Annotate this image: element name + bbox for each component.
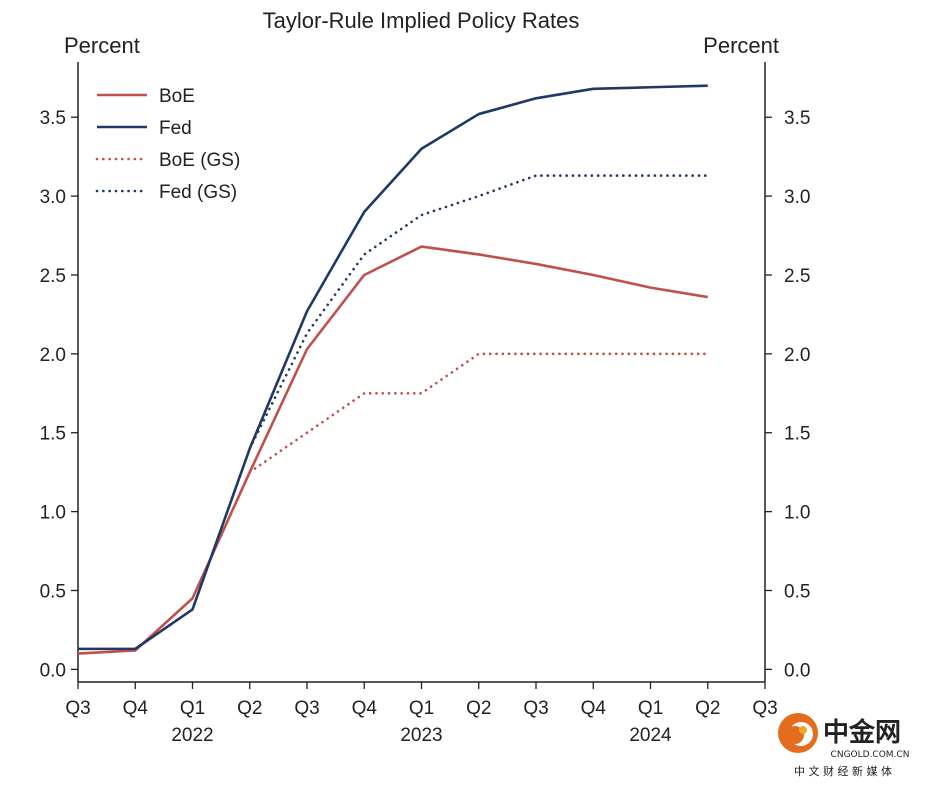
y-tick-label-left: 2.5 — [40, 266, 66, 287]
x-tick-label: Q2 — [237, 698, 262, 719]
series-line-fed-gs — [248, 174, 710, 450]
y-tick-label-right: 2.5 — [784, 266, 810, 287]
y-tick-label-right: 1.5 — [784, 424, 810, 445]
series-line-fed — [78, 84, 708, 651]
legend: BoE Fed BoE (GS) Fed (GS) — [95, 86, 240, 203]
series-lines — [77, 84, 710, 655]
y-tick-label-left: 1.0 — [40, 503, 66, 524]
y-tick-label-left: 1.5 — [40, 424, 66, 445]
legend-label: BoE — [159, 86, 195, 107]
series-line-boe-gs — [248, 352, 710, 474]
watermark-tagline: 中 文 财 经 新 媒 体 — [794, 764, 892, 778]
x-tick-label: Q1 — [180, 698, 205, 719]
x-tick-label: Q3 — [523, 698, 548, 719]
x-tick-label: Q2 — [695, 698, 720, 719]
y-tick-label-left: 0.0 — [40, 660, 66, 681]
y-tick-label-right: 3.5 — [784, 108, 810, 129]
chart-title: Taylor-Rule Implied Policy Rates — [263, 8, 580, 33]
y-tick-label-left: 3.0 — [40, 187, 66, 208]
x-year-label: 2023 — [400, 725, 442, 746]
x-tick-label: Q4 — [123, 698, 149, 719]
legend-label: BoE (GS) — [159, 150, 240, 171]
watermark-logo-icon — [778, 713, 818, 753]
watermark: 中金网 CNGOLD.COM.CN 中 文 财 经 新 媒 体 — [778, 713, 909, 778]
x-year-label: 2024 — [629, 725, 672, 746]
y-axis-label-right: Percent — [703, 33, 779, 58]
y-tick-label-left: 3.5 — [40, 108, 66, 129]
y-tick-label-right: 2.0 — [784, 345, 810, 366]
legend-label: Fed (GS) — [159, 182, 237, 203]
x-tick-label: Q1 — [638, 698, 663, 719]
x-year-label: 2022 — [171, 725, 213, 746]
series-line-boe — [77, 245, 708, 655]
x-ticks: Q3 Q4 Q1 Q2 Q3 Q4 Q1 Q2 Q3 Q4 Q1 Q2 Q3 2022 2023 2024 — [65, 682, 778, 746]
x-tick-label: Q3 — [752, 698, 777, 719]
y-axis-label-left: Percent — [64, 33, 140, 58]
y-tick-label-right: 0.5 — [784, 581, 810, 602]
y-tick-label-right: 3.0 — [784, 187, 810, 208]
y-ticks-left: 0.0 0.5 1.0 1.5 2.0 2.5 3.0 3.5 — [40, 108, 78, 681]
x-tick-label: Q2 — [466, 698, 491, 719]
legend-label: Fed — [159, 118, 192, 139]
y-tick-label-right: 1.0 — [784, 503, 810, 524]
y-ticks-right: 0.0 0.5 1.0 1.5 2.0 2.5 3.0 3.5 — [765, 108, 810, 681]
watermark-domain: CNGOLD.COM.CN — [831, 750, 910, 760]
x-tick-label: Q4 — [581, 698, 607, 719]
watermark-logo-text: 中金网 — [823, 717, 901, 748]
y-tick-label-left: 0.5 — [40, 581, 66, 602]
y-tick-label-left: 2.0 — [40, 345, 66, 366]
x-tick-label: Q1 — [409, 698, 434, 719]
x-tick-label: Q3 — [65, 698, 90, 719]
x-tick-label: Q3 — [294, 698, 319, 719]
y-tick-label-right: 0.0 — [784, 660, 810, 681]
x-tick-label: Q4 — [352, 698, 378, 719]
